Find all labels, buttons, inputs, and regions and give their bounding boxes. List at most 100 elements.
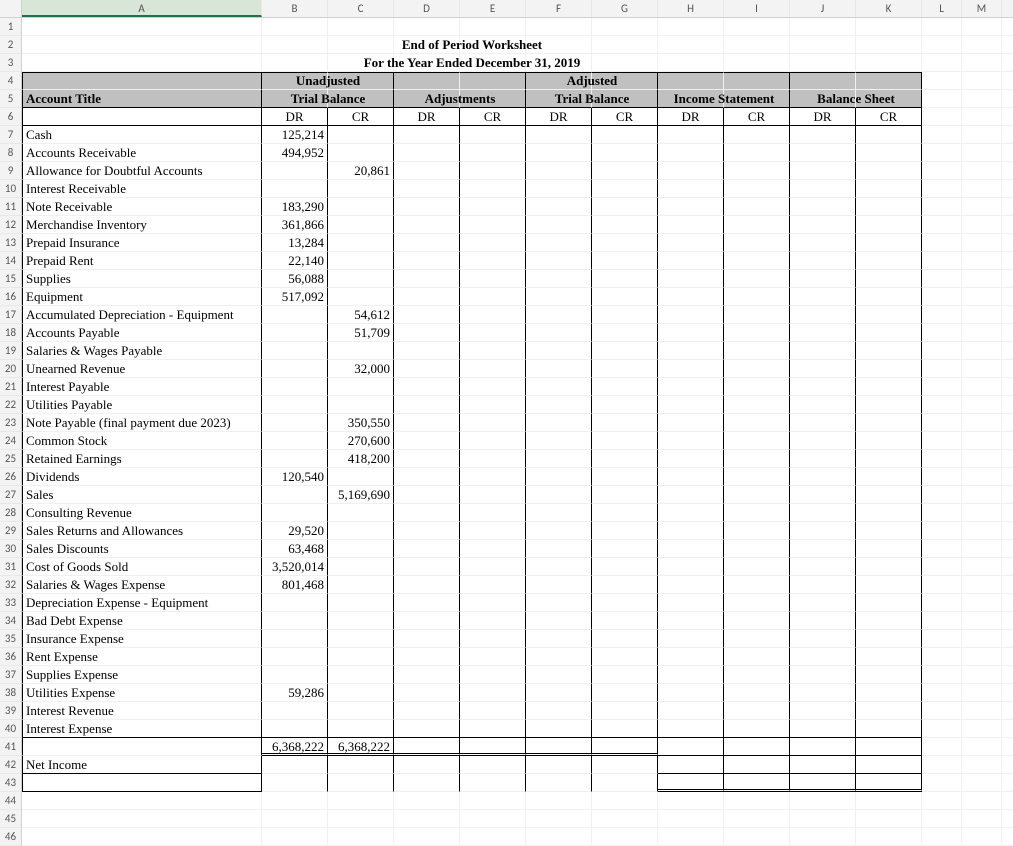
adjustments-cr-cell[interactable] (460, 144, 526, 162)
adjusted-dr-cell[interactable] (526, 432, 592, 450)
adjustments-dr-cell[interactable] (394, 144, 460, 162)
adjusted-cr-cell[interactable] (592, 414, 658, 432)
totals-unadj-cr[interactable]: 6,368,222 (328, 738, 394, 756)
cell[interactable] (724, 72, 790, 90)
adjusted-cr-cell[interactable] (592, 594, 658, 612)
cell[interactable] (394, 18, 460, 36)
col-header-K[interactable]: K (856, 0, 922, 17)
cell[interactable] (922, 90, 962, 108)
row-header[interactable]: 24 (0, 432, 22, 450)
adjustments-dr-cell[interactable] (394, 558, 460, 576)
adjustments-cr-cell[interactable] (460, 468, 526, 486)
adjusted-cr-cell[interactable] (592, 324, 658, 342)
row-header[interactable]: 23 (0, 414, 22, 432)
row-header[interactable]: 22 (0, 396, 22, 414)
cell[interactable] (1002, 288, 1013, 306)
unadjusted-dr-cell[interactable] (262, 342, 328, 360)
cell[interactable] (922, 216, 962, 234)
cell[interactable] (592, 774, 658, 792)
account-title-cell[interactable]: Supplies (22, 270, 262, 288)
adjustments-dr-cell[interactable] (394, 684, 460, 702)
adjustments-cr-cell[interactable] (460, 324, 526, 342)
cell[interactable] (22, 828, 262, 846)
cell[interactable] (962, 144, 1002, 162)
balance-cr-cell[interactable] (856, 684, 922, 702)
adjustments-cr-cell[interactable] (460, 270, 526, 288)
adjustments-cr-cell[interactable] (460, 648, 526, 666)
cell[interactable] (1002, 432, 1013, 450)
balance-cr-cell[interactable] (856, 324, 922, 342)
income-dr-cell[interactable] (658, 504, 724, 522)
cell[interactable] (922, 198, 962, 216)
adjustments-cr-cell[interactable] (460, 360, 526, 378)
balance-cr-cell[interactable] (856, 396, 922, 414)
balance-cr-cell[interactable] (856, 306, 922, 324)
unadjusted-cr-cell[interactable] (328, 270, 394, 288)
account-title-cell[interactable]: Cash (22, 126, 262, 144)
row-header[interactable]: 33 (0, 594, 22, 612)
adjusted-dr-cell[interactable] (526, 216, 592, 234)
row-header[interactable]: 8 (0, 144, 22, 162)
adjustments-cr-cell[interactable] (460, 252, 526, 270)
income-cr-cell[interactable] (724, 450, 790, 468)
unadjusted-cr-cell[interactable] (328, 198, 394, 216)
drcr-cr[interactable]: CR (460, 108, 526, 126)
row-header[interactable]: 37 (0, 666, 22, 684)
adjusted-cr-cell[interactable] (592, 540, 658, 558)
cell[interactable] (962, 378, 1002, 396)
adjusted-dr-cell[interactable] (526, 684, 592, 702)
adjustments-cr-cell[interactable] (460, 288, 526, 306)
account-title-cell[interactable]: Note Payable (final payment due 2023) (22, 414, 262, 432)
cell[interactable] (962, 450, 1002, 468)
balance-cr-cell[interactable] (856, 558, 922, 576)
unadjusted-dr-cell[interactable]: 29,520 (262, 522, 328, 540)
adjustments-cr-cell[interactable] (460, 306, 526, 324)
cell[interactable] (962, 684, 1002, 702)
income-dr-cell[interactable] (658, 306, 724, 324)
cell[interactable] (1002, 180, 1013, 198)
unadjusted-dr-cell[interactable]: 59,286 (262, 684, 328, 702)
balance-dr-cell[interactable] (790, 216, 856, 234)
cell[interactable] (962, 504, 1002, 522)
adjusted-cr-cell[interactable] (592, 144, 658, 162)
totals-income-dr[interactable] (658, 738, 724, 756)
unadjusted-dr-cell[interactable]: 494,952 (262, 144, 328, 162)
balance-dr-cell[interactable] (790, 162, 856, 180)
balance-dr-cell[interactable] (790, 522, 856, 540)
cell[interactable] (1002, 612, 1013, 630)
unadjusted-dr-cell[interactable]: 125,214 (262, 126, 328, 144)
cell[interactable] (962, 216, 1002, 234)
income-dr-cell[interactable] (658, 360, 724, 378)
totals-adjusted-cr[interactable] (592, 738, 658, 756)
income-dr-cell[interactable] (658, 450, 724, 468)
balance-cr-cell[interactable] (856, 432, 922, 450)
balance-cr-cell[interactable] (856, 540, 922, 558)
row-header[interactable]: 14 (0, 252, 22, 270)
cell[interactable] (962, 36, 1002, 54)
row-header[interactable]: 18 (0, 324, 22, 342)
col-header-H[interactable]: H (658, 0, 724, 17)
account-title-cell[interactable]: Depreciation Expense - Equipment (22, 594, 262, 612)
balance-cr-cell[interactable] (856, 234, 922, 252)
unadjusted-cr-cell[interactable] (328, 630, 394, 648)
cell[interactable] (962, 468, 1002, 486)
adjusted-cr-cell[interactable] (592, 648, 658, 666)
adjusted-cr-cell[interactable] (592, 180, 658, 198)
balance-dr-cell[interactable] (790, 144, 856, 162)
balance-cr-cell[interactable] (856, 414, 922, 432)
adjusted-cr-cell[interactable] (592, 378, 658, 396)
unadjusted-cr-cell[interactable] (328, 648, 394, 666)
unadjusted-cr-cell[interactable]: 51,709 (328, 324, 394, 342)
cell[interactable] (856, 774, 922, 792)
balance-dr-cell[interactable] (790, 576, 856, 594)
account-title-cell[interactable]: Common Stock (22, 432, 262, 450)
income-dr-cell[interactable] (658, 612, 724, 630)
cell[interactable] (460, 18, 526, 36)
cell[interactable] (1002, 378, 1013, 396)
adjustments-cr-cell[interactable] (460, 540, 526, 558)
cell[interactable] (856, 18, 922, 36)
income-cr-cell[interactable] (724, 612, 790, 630)
adjustments-cr-cell[interactable] (460, 432, 526, 450)
cell[interactable] (658, 810, 724, 828)
cell[interactable] (1002, 720, 1013, 738)
